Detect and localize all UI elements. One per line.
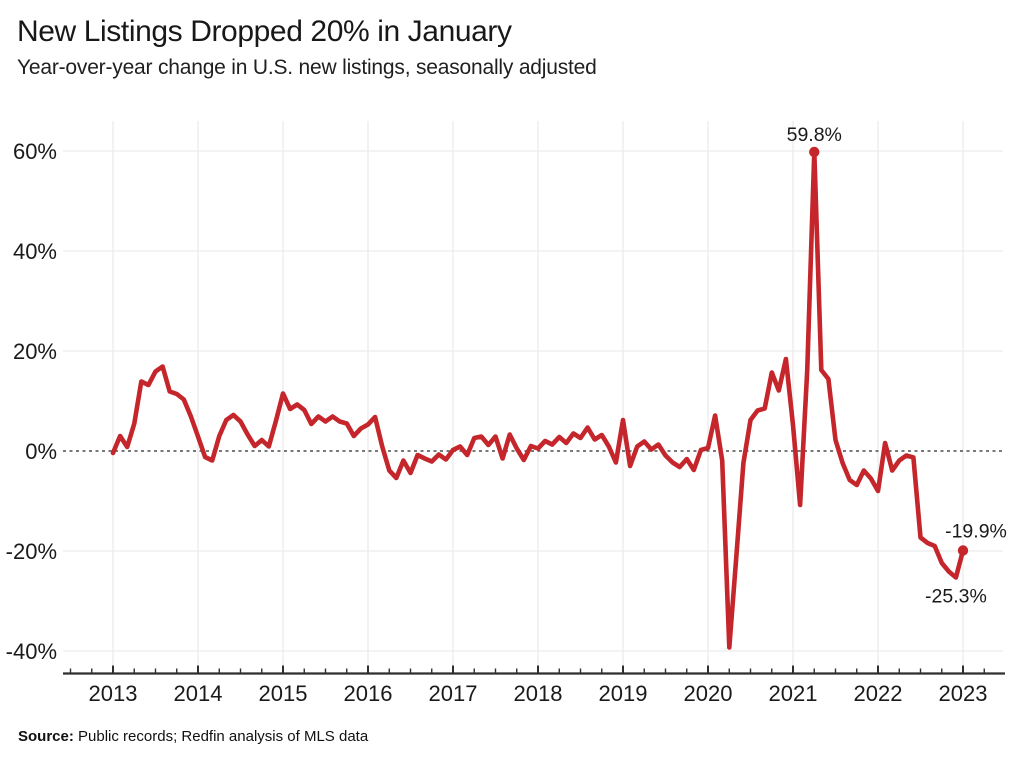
data-point-dot <box>809 146 820 158</box>
chart-subtitle: Year-over-year change in U.S. new listin… <box>17 56 597 79</box>
chart-header: New Listings Dropped 20% in January Year… <box>17 14 597 80</box>
x-tick-label: 2019 <box>599 681 648 706</box>
annotation-label: -25.3% <box>925 586 987 608</box>
chart-title: New Listings Dropped 20% in January <box>17 15 512 48</box>
x-tick-label: 2013 <box>89 681 138 706</box>
x-tick-label: 2017 <box>429 681 478 706</box>
y-tick-label: 60% <box>13 139 57 164</box>
x-tick-label: 2023 <box>939 681 988 706</box>
y-tick-label: -40% <box>6 639 57 664</box>
y-tick-label: 40% <box>13 239 57 264</box>
x-tick-label: 2018 <box>514 681 563 706</box>
annotation-label: 59.8% <box>787 124 842 146</box>
source-text: Public records; Redfin analysis of MLS d… <box>78 728 369 745</box>
x-tick-label: 2022 <box>854 681 903 706</box>
x-tick-label: 2014 <box>174 681 223 706</box>
x-tick-label: 2016 <box>344 681 393 706</box>
x-tick-label: 2021 <box>769 681 818 706</box>
annotation-label: -19.9% <box>945 521 1007 543</box>
source-label: Source: <box>18 728 74 745</box>
x-tick-label: 2020 <box>684 681 733 706</box>
data-point-dot <box>957 545 969 556</box>
y-tick-label: 0% <box>25 439 57 464</box>
y-tick-label: -20% <box>6 539 57 564</box>
x-tick-label: 2015 <box>259 681 308 706</box>
y-tick-label: 20% <box>13 339 57 364</box>
source-note: Source: Public records; Redfin analysis … <box>18 728 368 745</box>
series-line <box>110 149 966 650</box>
